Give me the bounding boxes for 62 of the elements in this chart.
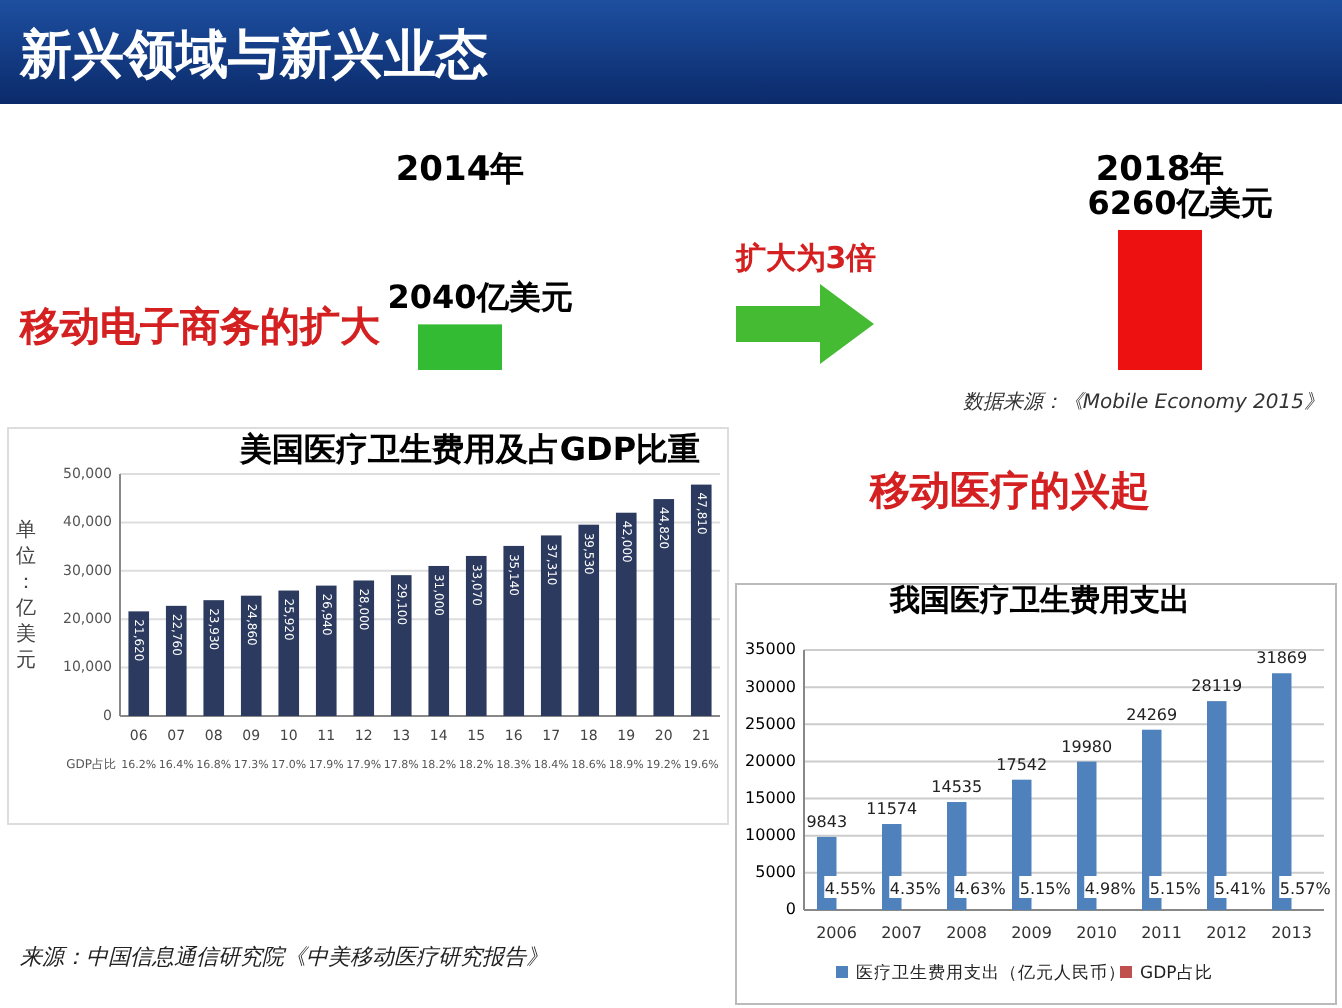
y-tick-label: 35000 <box>745 640 796 659</box>
y-tick-label: 5000 <box>755 863 796 882</box>
legend-label: GDP占比 <box>1140 962 1213 984</box>
x-tick-label: 2011 <box>1141 924 1182 942</box>
y-tick-label: 25000 <box>745 714 796 733</box>
bar <box>428 565 450 716</box>
data-label: 4.55% <box>824 880 877 898</box>
bar <box>503 545 525 716</box>
data-label: 5.15% <box>1149 880 1202 898</box>
bar <box>353 580 375 716</box>
data-label: 19980 <box>1061 737 1113 756</box>
x-tick-label: 2006 <box>816 924 857 942</box>
bar <box>128 611 150 716</box>
data-label: 5.57% <box>1279 880 1332 898</box>
bar <box>615 512 637 716</box>
source-note: 来源：中国信息通信研究院《中美移动医疗研究报告》 <box>20 944 548 970</box>
bar <box>278 590 300 716</box>
bar <box>203 600 225 716</box>
data-label: 6260亿美元 <box>1087 184 1273 222</box>
y-tick-label: 15000 <box>745 788 796 807</box>
x-tick-label: 2013 <box>1271 924 1312 942</box>
y-tick-label: 0 <box>785 900 796 919</box>
data-label: 28119 <box>1191 677 1243 696</box>
data-label: 5.41% <box>1214 880 1267 898</box>
data-label: 4.98% <box>1084 880 1137 898</box>
x-tick-label: 2009 <box>1011 924 1052 942</box>
text: 移动医疗的兴起 <box>868 466 1150 514</box>
text: 移动电子商务的扩大 <box>18 302 382 350</box>
data-label: 31869 <box>1256 649 1308 668</box>
data-label: 14535 <box>931 778 983 797</box>
x-tick-label: 2010 <box>1076 924 1117 942</box>
chart-title: 我国医疗卫生费用支出 <box>888 582 1190 618</box>
bar <box>315 585 337 716</box>
x-tick-label: 2014年 <box>395 150 525 190</box>
bar <box>540 535 562 716</box>
y-axis-title: 单位：亿美元 <box>14 518 36 672</box>
data-label: 5.15% <box>1019 880 1072 898</box>
bar <box>240 595 262 716</box>
bar <box>690 484 712 716</box>
y-tick-label: 10000 <box>745 826 796 845</box>
source-note: 数据来源：《Mobile Economy 2015》 <box>962 390 1324 414</box>
data-label: 17542 <box>996 755 1048 774</box>
data-label: 4.35% <box>889 880 942 898</box>
data-label: 9843 <box>806 812 848 831</box>
data-label: 2040亿美元 <box>387 278 573 317</box>
x-tick-label: 2008 <box>946 924 987 942</box>
bar <box>465 555 487 716</box>
x-tick-label: 2012 <box>1206 924 1247 942</box>
annotation: 扩大为3倍 <box>733 240 877 276</box>
bar <box>578 524 600 716</box>
y-tick-label: 30000 <box>745 677 796 696</box>
y-tick-label: 20000 <box>745 751 796 770</box>
bar <box>653 499 675 716</box>
data-label: 11574 <box>866 800 918 819</box>
text: 新兴领域与新兴业态 <box>18 26 488 86</box>
x-tick-label: 2007 <box>881 924 922 942</box>
data-label: 24269 <box>1126 705 1178 724</box>
data-label: 4.63% <box>954 880 1007 898</box>
bar <box>165 605 187 716</box>
bar <box>390 575 412 716</box>
legend-label: 医疗卫生费用支出（亿元人民币） <box>856 962 1126 984</box>
chart-title: 美国医疗卫生费用及占GDP比重 <box>237 430 701 468</box>
